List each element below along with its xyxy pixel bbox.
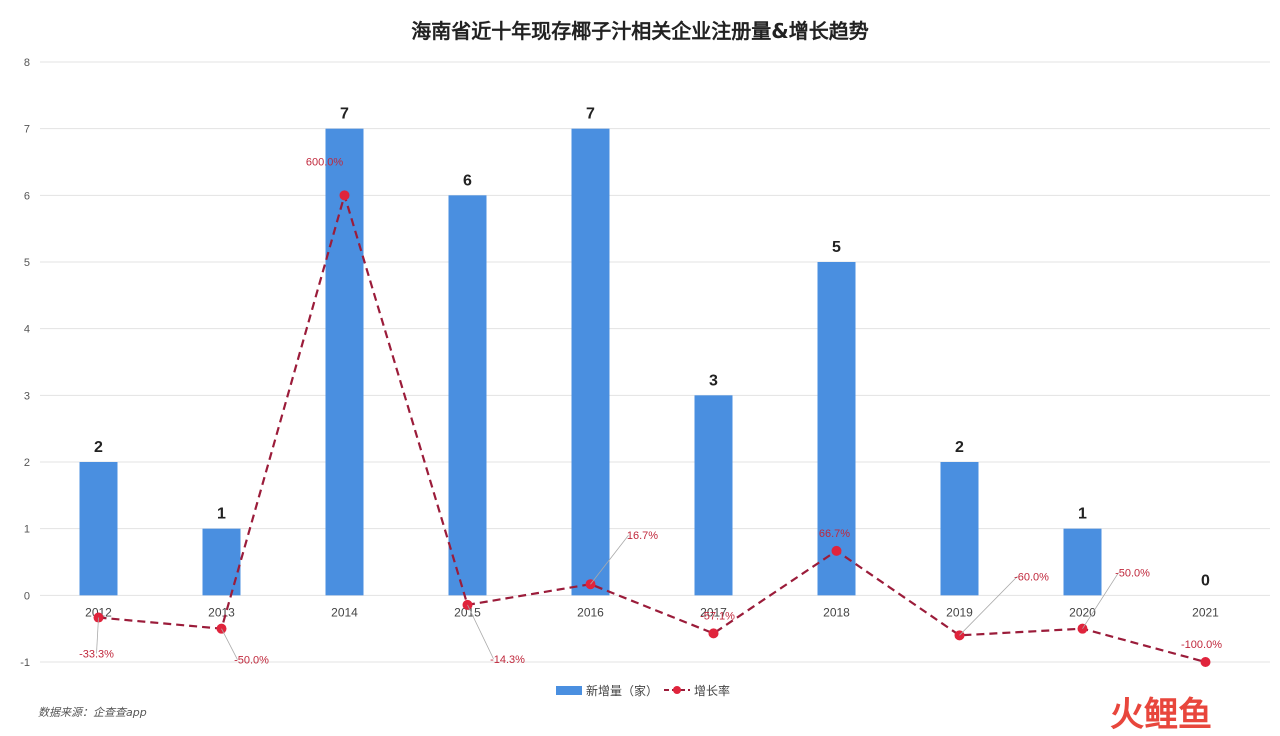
bar-value-label: 2 [955,439,964,456]
growth-labels: -33.3% -50.0% 600.0% -14.3% 16.7% -57.1% 66.7%… [79,156,1222,666]
y-tick-label: -1 [20,657,30,669]
bar [79,462,118,596]
growth-value-label: -60.0% [1014,571,1049,583]
growth-point [339,190,350,201]
y-tick-label: 5 [24,257,30,269]
x-tick-label: 2013 [208,605,235,619]
bar-value-label: 6 [463,172,472,189]
growth-label-leader [221,628,238,660]
x-tick-label: 2016 [577,605,604,619]
growth-value-label: -100.0% [1181,639,1222,651]
growth-label-leader [590,534,629,585]
bar-value-label: 1 [217,506,226,523]
y-axis-ticks: -1 0 1 2 3 4 5 6 7 8 [20,57,30,669]
growth-label-leader [959,576,1018,636]
y-tick-label: 1 [24,524,30,536]
watermark-text: 火鲤鱼 [1110,695,1212,735]
growth-line-path [98,191,1206,664]
y-tick-label: 4 [24,324,30,336]
legend-line-label: 增长率 [694,683,730,698]
x-tick-label: 2014 [331,605,358,619]
bar [1063,528,1102,596]
x-tick-label: 2021 [1192,605,1219,619]
gridlines [40,61,1270,663]
bar-value-label: 1 [1078,506,1087,523]
x-tick-label: 2019 [946,605,973,619]
bar-value-label: 3 [709,372,718,389]
growth-value-label: 16.7% [627,530,658,542]
growth-point [708,628,719,639]
x-axis-ticks: 2012 2013 2014 2015 2016 2017 2018 2019 2020 2021 [85,605,1219,619]
growth-label-leader [96,617,99,654]
growth-point [831,545,842,556]
growth-value-label: -14.3% [490,654,525,666]
bar [325,128,364,596]
legend-bar-label: 新增量（家） [586,683,658,698]
bars [79,128,1102,596]
growth-label-leader [1082,572,1119,629]
y-tick-label: 7 [24,124,30,136]
bar [817,262,856,596]
legend-line-marker [673,686,681,694]
bar [694,395,733,596]
growth-label-leader [467,604,494,660]
growth-value-label: 66.7% [819,528,850,540]
bar-labels: 2 1 7 6 7 3 5 2 1 0 [94,106,1210,590]
y-tick-label: 0 [24,590,30,602]
x-tick-label: 2012 [85,605,112,619]
growth-value-label: 600.0% [306,156,344,168]
y-tick-label: 6 [24,190,30,202]
y-tick-label: 3 [24,390,30,402]
bar-value-label: 0 [1201,572,1210,589]
growth-value-label: -50.0% [1115,568,1150,580]
growth-point [1200,657,1211,667]
x-tick-label: 2020 [1069,605,1096,619]
growth-value-label: -57.1% [700,610,735,622]
source-note: 数据来源：企查查app [38,706,147,719]
bar-value-label: 5 [832,239,841,256]
x-tick-label: 2018 [823,605,850,619]
bar [202,528,241,596]
growth-value-label: -50.0% [234,655,269,667]
legend: 新增量（家） 增长率 [556,683,730,698]
bar [448,195,487,596]
bar-value-label: 7 [586,106,595,123]
bar-value-label: 2 [94,439,103,456]
x-tick-label: 2017 [700,605,727,619]
x-tick-label: 2015 [454,605,481,619]
legend-bar-swatch [556,686,582,695]
y-tick-label: 8 [24,57,30,69]
bar-value-label: 7 [340,106,349,123]
y-tick-label: 2 [24,457,30,469]
bar [940,462,979,596]
growth-value-label: -33.3% [79,649,114,661]
chart-title: 海南省近十年现存椰子汁相关企业注册量&增长趋势 [411,19,868,43]
watermark-logo: 火鲤鱼 [1110,695,1212,735]
bar [571,128,610,596]
